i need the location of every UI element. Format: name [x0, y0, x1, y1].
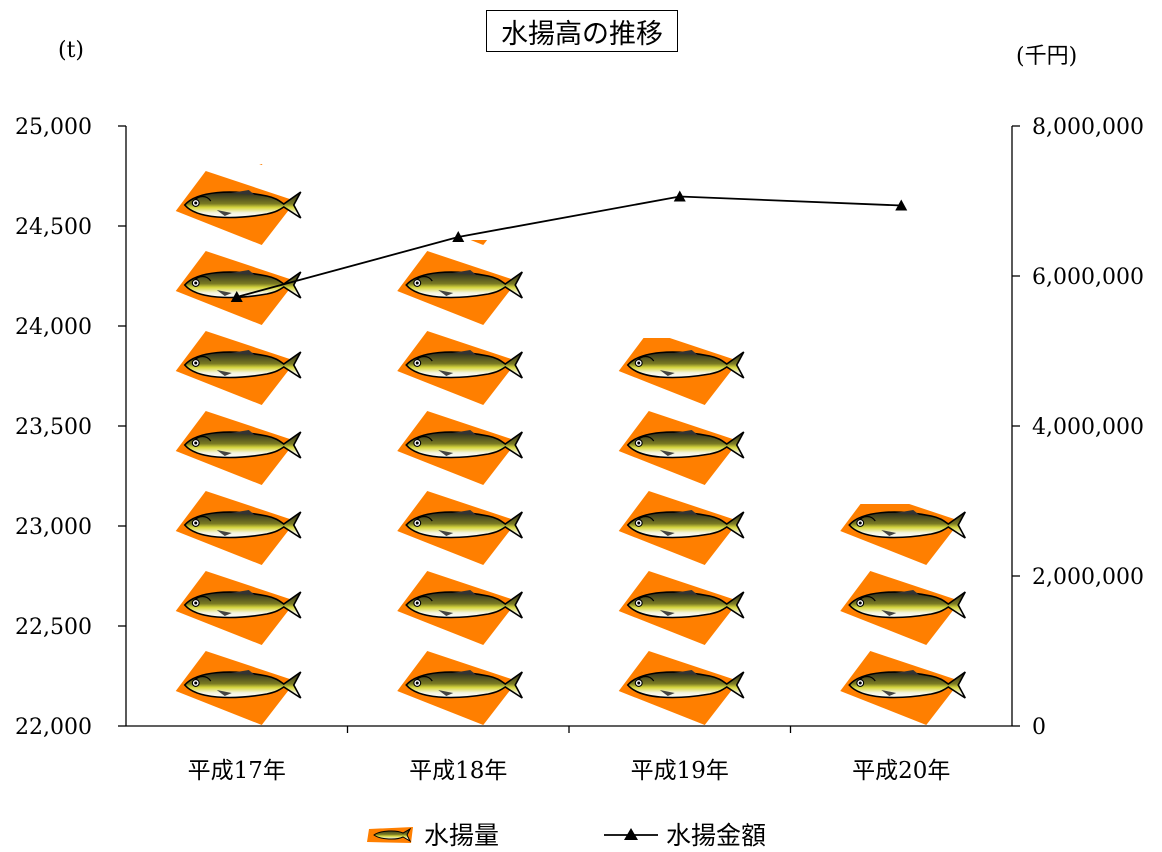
category-label: 平成17年 — [188, 758, 286, 784]
right-tick-label: 2,000,000 — [1032, 565, 1144, 590]
fish-icon — [839, 570, 967, 646]
fish-icon — [396, 250, 524, 326]
fish-icon — [396, 490, 524, 566]
series-line — [236, 195, 902, 298]
fish-icon — [617, 650, 745, 726]
left-tick-label: 22,000 — [15, 715, 92, 740]
fish-icon — [174, 410, 302, 486]
fish-icon — [396, 650, 524, 726]
right-tick-label: 4,000,000 — [1032, 415, 1144, 440]
left-tick-label: 25,000 — [15, 115, 92, 140]
legend-fish-icon — [373, 827, 412, 843]
fish-icon — [174, 650, 302, 726]
pictograph-bar — [174, 164, 302, 726]
series-marker — [452, 231, 465, 242]
category-label: 平成18年 — [409, 758, 507, 784]
fish-icon — [396, 570, 524, 646]
fish-icon — [617, 570, 745, 646]
series-marker — [895, 199, 908, 211]
legend-label-value: 水揚金額 — [666, 821, 766, 850]
left-tick-label: 23,500 — [15, 415, 92, 440]
fish-icon — [839, 504, 967, 566]
left-tick-label: 22,500 — [15, 615, 92, 640]
chart-title: 水揚高の推移 — [486, 10, 678, 52]
category-label: 平成19年 — [631, 758, 729, 784]
legend-fish-symbol — [367, 827, 413, 843]
legend-label-catch: 水揚量 — [424, 821, 499, 850]
pictograph-bar — [839, 504, 967, 726]
legend-line-marker — [624, 828, 638, 840]
right-tick-label: 8,000,000 — [1032, 115, 1144, 140]
pictograph-bar — [617, 338, 745, 726]
right-tick-label: 6,000,000 — [1032, 265, 1144, 290]
pictograph-bar — [396, 240, 524, 726]
fish-icon — [174, 170, 302, 246]
series-marker — [673, 190, 686, 202]
right-axis-unit: (千円) — [1016, 44, 1078, 69]
left-axis-unit: (t) — [58, 38, 85, 63]
fish-icon — [174, 250, 302, 326]
fish-icon — [396, 330, 524, 406]
fish-icon — [617, 410, 745, 486]
fish-icon — [839, 650, 967, 726]
fish-icon — [396, 410, 524, 486]
fish-icon — [617, 490, 745, 566]
fish-icon — [174, 330, 302, 406]
fish-icon — [174, 164, 302, 166]
category-label: 平成20年 — [852, 758, 950, 784]
fish-icon — [174, 490, 302, 566]
series-marker — [230, 291, 243, 302]
fish-icon — [617, 338, 745, 406]
left-tick-label: 24,500 — [15, 215, 92, 240]
right-tick-label: 0 — [1032, 715, 1046, 740]
fish-icon — [174, 570, 302, 646]
left-tick-label: 24,000 — [15, 315, 92, 340]
left-tick-label: 23,000 — [15, 515, 92, 540]
